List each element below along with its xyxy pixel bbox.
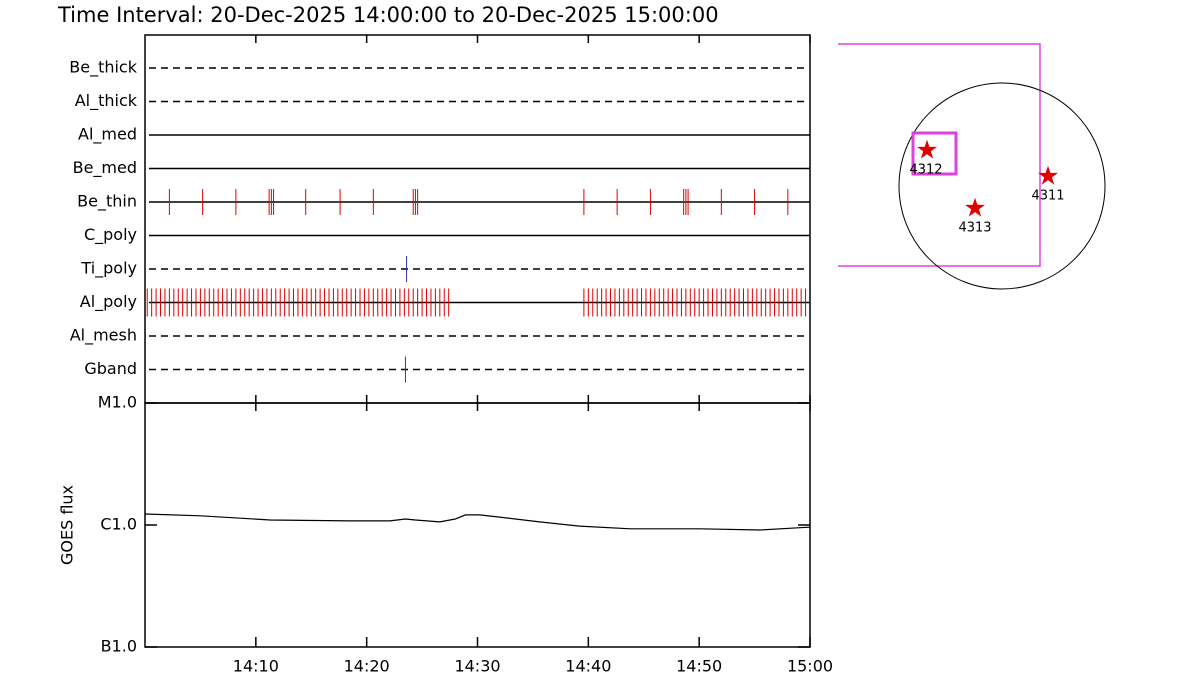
timeline-frame — [144, 34, 811, 404]
goes-frame — [144, 402, 811, 648]
region-star: ★ — [1036, 162, 1059, 192]
y-tick-label: M1.0 — [98, 393, 137, 412]
region-star: ★ — [915, 136, 938, 166]
region-label: 4311 — [1031, 189, 1064, 204]
row-label: Al_thick — [75, 91, 138, 111]
row-label: Be_thin — [77, 192, 137, 212]
map: ★ 4312 ★ 4311 ★ 4313 — [838, 43, 1106, 290]
title: Time Interval: 20-Dec-2025 14:00:00 to 2… — [57, 3, 719, 27]
x-tick-label: 14:40 — [565, 657, 611, 676]
x-tick-label: 14:20 — [344, 657, 390, 676]
target-box — [911, 131, 958, 176]
goes-curve — [144, 513, 811, 531]
row-label: Al_med — [78, 125, 137, 145]
row-label: Be_thick — [69, 58, 137, 78]
row-label: Al_poly — [80, 292, 137, 312]
y-tick-label: C1.0 — [100, 515, 137, 534]
row-label: Al_mesh — [70, 326, 137, 346]
region-star: ★ — [963, 194, 986, 224]
fov-box — [838, 43, 1041, 267]
x-tick-label: 14:10 — [233, 657, 279, 676]
x-tick-label: 14:50 — [676, 657, 722, 676]
x-tick-label: 15:00 — [787, 657, 833, 676]
x-tick-label: 14:30 — [454, 657, 500, 676]
row-label: Gband — [84, 359, 137, 378]
row-label: Ti_poly — [80, 259, 137, 279]
row-label: Be_med — [73, 158, 137, 178]
solar-limb — [898, 82, 1106, 290]
region-label: 4312 — [909, 163, 942, 178]
row-label: C_poly — [84, 225, 137, 245]
region-label: 4313 — [958, 221, 991, 236]
y-axis-label: GOES flux — [58, 485, 77, 565]
y-tick-label: B1.0 — [101, 637, 137, 656]
